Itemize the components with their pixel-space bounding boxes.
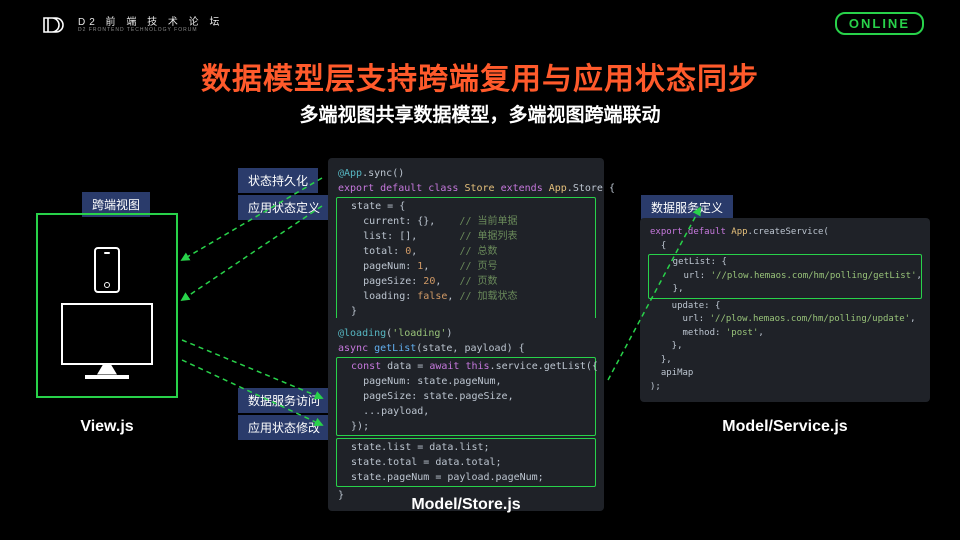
phone-icon <box>94 247 120 293</box>
slide-subtitle: 多端视图共享数据模型，多端视图跨端联动 <box>0 100 960 127</box>
view-panel <box>36 213 178 398</box>
online-badge: ONLINE <box>835 12 924 35</box>
tag-state-mutate: 应用状态修改 <box>238 415 330 440</box>
tag-service-def: 数据服务定义 <box>641 195 733 220</box>
label-view: View.js <box>36 418 178 436</box>
logo-mark-icon <box>42 16 70 34</box>
logo-subtitle: D2 FRONTEND TECHNOLOGY FORUM <box>78 28 223 34</box>
tag-service-access: 数据服务访问 <box>238 388 330 413</box>
slide-title: 数据模型层支持跨端复用与应用状态同步 <box>0 54 960 98</box>
label-store: Model/Store.js <box>328 496 604 514</box>
label-service: Model/Service.js <box>640 418 930 436</box>
logo: D2 前 端 技 术 论 坛 D2 FRONTEND TECHNOLOGY FO… <box>42 16 223 34</box>
tag-state-persist: 状态持久化 <box>238 168 318 193</box>
service-code: export default App.createService( { getL… <box>640 218 930 402</box>
store-code-top: @App.sync() export default class Store e… <box>328 158 604 345</box>
monitor-icon <box>61 303 153 365</box>
store-code-bottom: @loading('loading') async getList(state,… <box>328 318 604 511</box>
tag-state-def: 应用状态定义 <box>238 195 330 220</box>
